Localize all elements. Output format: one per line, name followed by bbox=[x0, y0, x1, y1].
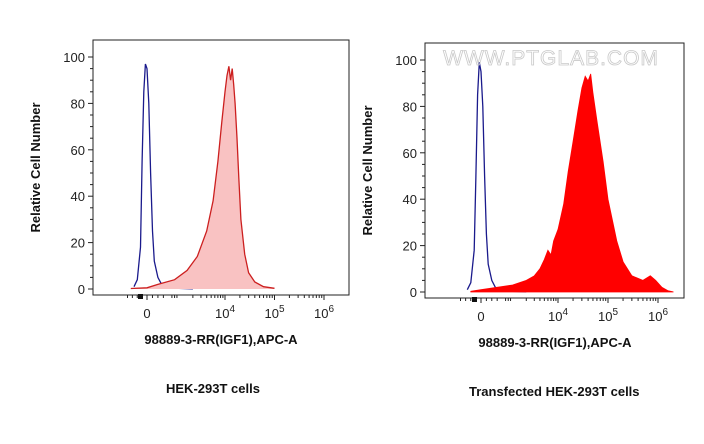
x-tick-label: 106 bbox=[314, 304, 334, 321]
y-tick-label: 20 bbox=[71, 236, 85, 251]
x-tick-base: 0 bbox=[477, 309, 484, 324]
watermark-text: WWW.PTGLAB.COM bbox=[443, 47, 659, 70]
y-tick-label: 40 bbox=[403, 192, 417, 207]
plot-frame bbox=[424, 42, 685, 299]
control-histogram-curve bbox=[133, 63, 193, 290]
sample-histogram-area bbox=[470, 73, 674, 293]
x-tick-exponent: 4 bbox=[562, 307, 568, 318]
y-tick-label: 0 bbox=[410, 285, 417, 300]
x-tick-exponent: 6 bbox=[328, 304, 334, 315]
sample-histogram-fill bbox=[130, 66, 275, 289]
y-tick-label: 100 bbox=[395, 53, 417, 68]
x-tick-base: 10 bbox=[215, 306, 229, 321]
origin-marker bbox=[472, 297, 477, 302]
x-tick-label: 104 bbox=[215, 304, 235, 321]
x-tick-base: 10 bbox=[548, 309, 562, 324]
x-tick-label: 106 bbox=[648, 307, 668, 324]
y-tick-label: 0 bbox=[78, 282, 85, 297]
x-tick-exponent: 5 bbox=[279, 304, 285, 315]
y-tick-label: 40 bbox=[71, 189, 85, 204]
y-axis-title: Relative Cell Number bbox=[28, 102, 43, 232]
origin-marker bbox=[138, 294, 143, 299]
x-tick-exponent: 6 bbox=[662, 307, 668, 318]
y-axis-title: Relative Cell Number bbox=[360, 105, 375, 235]
x-tick-base: 10 bbox=[648, 309, 662, 324]
x-tick-base: 0 bbox=[143, 306, 150, 321]
y-tick-label: 60 bbox=[403, 146, 417, 161]
x-tick-base: 10 bbox=[314, 306, 328, 321]
x-tick-label: 105 bbox=[598, 307, 618, 324]
panel-caption-transfected: Transfected HEK-293T cells bbox=[469, 384, 640, 399]
x-axis-title: 98889-3-RR(IGF1),APC-A bbox=[144, 332, 298, 347]
y-tick-label: 20 bbox=[403, 239, 417, 254]
x-tick-label: 105 bbox=[264, 304, 284, 321]
y-tick-label: 60 bbox=[71, 143, 85, 158]
x-tick-exponent: 4 bbox=[229, 304, 235, 315]
x-tick-base: 10 bbox=[598, 309, 612, 324]
control-histogram-curve bbox=[466, 62, 527, 293]
y-tick-label: 80 bbox=[71, 96, 85, 111]
x-tick-exponent: 5 bbox=[612, 307, 618, 318]
panel-caption-untransfected: HEK-293T cells bbox=[166, 381, 260, 396]
y-tick-label: 80 bbox=[403, 99, 417, 114]
x-tick-label: 0 bbox=[143, 306, 150, 321]
x-tick-base: 10 bbox=[264, 306, 278, 321]
x-tick-label: 0 bbox=[477, 309, 484, 324]
x-tick-label: 104 bbox=[548, 307, 568, 324]
x-axis-title: 98889-3-RR(IGF1),APC-A bbox=[478, 335, 632, 350]
y-tick-label: 100 bbox=[63, 50, 85, 65]
sample-histogram-curve bbox=[130, 66, 275, 290]
